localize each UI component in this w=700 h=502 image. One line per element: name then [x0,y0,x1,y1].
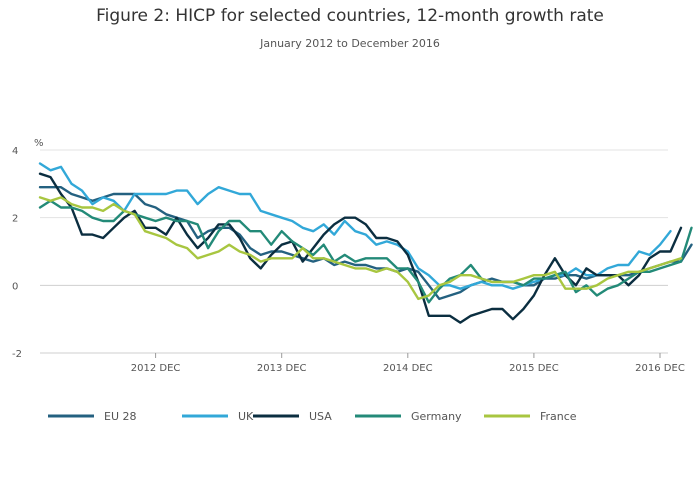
y-tick-label: 4 [12,146,18,157]
legend-item-france[interactable]: France [484,410,577,423]
x-tick-label: 2014 DEC [383,363,433,374]
x-tick-label: 2016 DEC [635,363,685,374]
legend-label: EU 28 [104,410,137,423]
x-tick-label: 2013 DEC [257,363,307,374]
legend-label: USA [309,410,332,423]
legend: EU 28 UK USA Germany France [48,410,577,423]
series-lines [38,162,693,324]
chart-subtitle: January 2012 to December 2016 [260,37,440,50]
series-line-eu-28 [38,185,693,301]
chart-title: Figure 2: HICP for selected countries, 1… [96,6,604,26]
series-line-uk [38,162,672,290]
legend-label: UK [238,410,254,423]
legend-item-usa[interactable]: USA [253,410,332,423]
gridlines [40,149,668,354]
y-tick-label: -2 [12,349,22,360]
y-tick-label: 0 [12,281,18,292]
legend-label: France [540,410,577,423]
series-line-france [38,196,683,301]
y-axis-label: % [34,138,44,149]
y-tick-label: 2 [12,214,18,225]
x-tick-label: 2015 DEC [509,363,559,374]
x-tick-label: 2012 DEC [131,363,181,374]
legend-item-germany[interactable]: Germany [355,410,462,423]
legend-label: Germany [411,410,462,423]
series-line-usa [38,172,683,324]
legend-item-uk[interactable]: UK [182,410,254,423]
legend-item-eu-28[interactable]: EU 28 [48,410,137,423]
axes: -2 0 2 4% 2012 DEC 2013 DEC 2014 DEC 2015 DEC 20… [12,138,685,374]
